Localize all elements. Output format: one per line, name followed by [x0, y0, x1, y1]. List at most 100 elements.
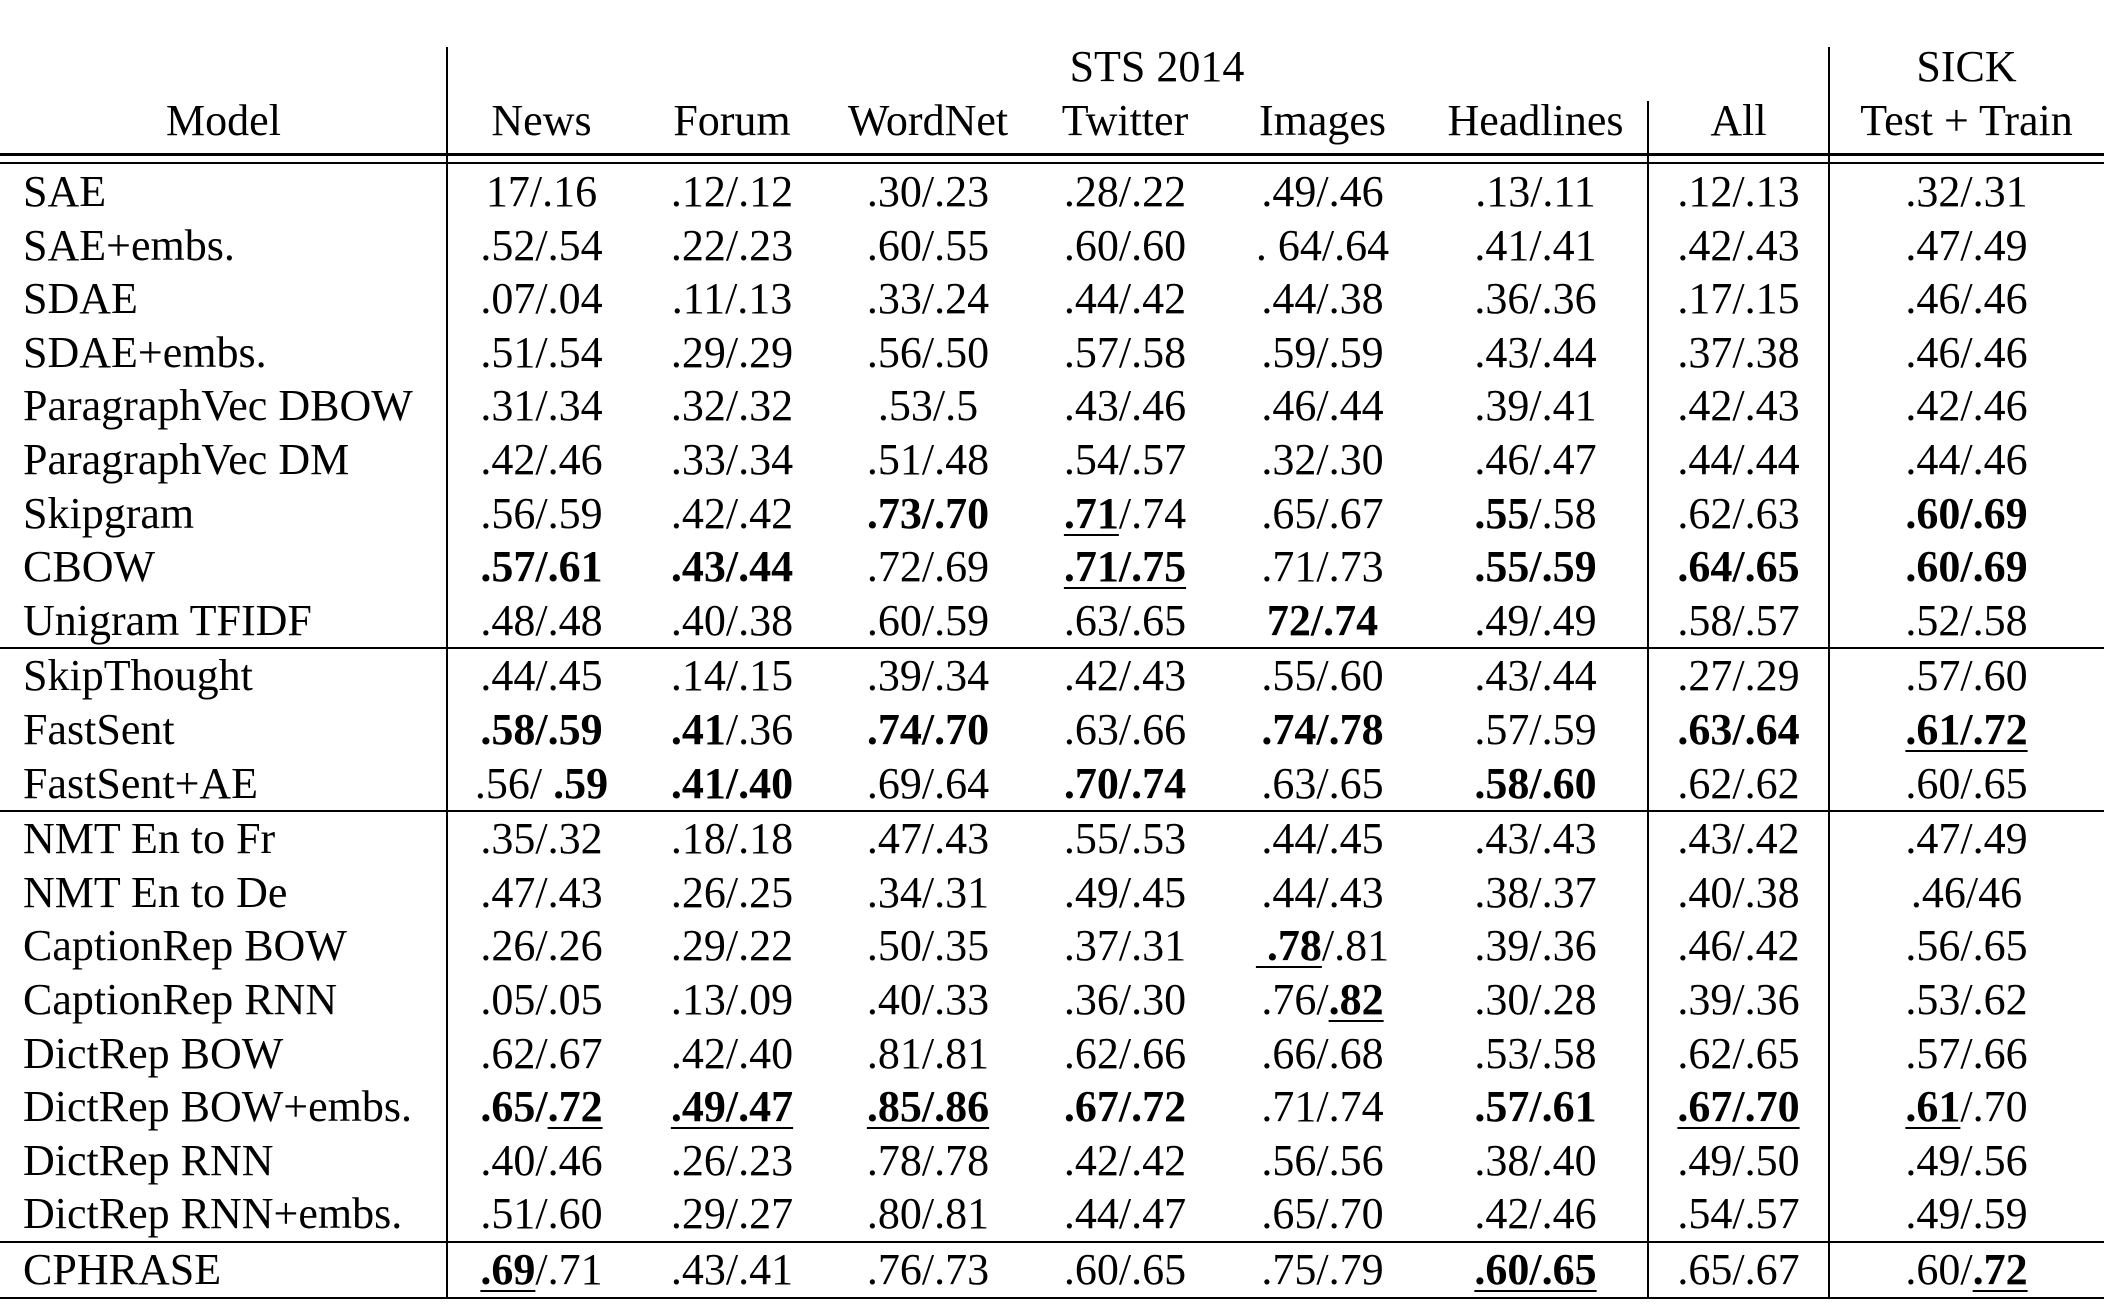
table-row: SkipThought .44/.45 .14/.15 .39/.34 .42/.43.… — [0, 649, 2104, 703]
table-cell-images: .59/.59 — [1261, 327, 1384, 377]
best-score-bold: .59 — [553, 758, 609, 808]
best-score-bold: .57/.61 — [480, 542, 603, 592]
table-cell-news: .62/.67 — [480, 1028, 603, 1078]
group-separator-rule — [0, 1241, 2104, 1243]
table-cell-twitter: .44/.47 — [1063, 1189, 1187, 1239]
best-score-underlined: .78 — [1255, 921, 1322, 971]
table-cell-images: .49/.46 — [1261, 167, 1384, 216]
table-cell-sick-test-train: .46/.46 — [1905, 327, 2028, 377]
table-cell-images: .75/.79 — [1261, 1245, 1384, 1294]
table-cell-sick-test-train: .32/.31 — [1905, 167, 2028, 216]
best-score-bold: .58/.60 — [1474, 758, 1597, 808]
table-row: DictRep RNN .40/.46 .26/.23 .78/.78 .42/.42.… — [0, 1134, 2104, 1188]
table-cell-news: .35/.32 — [480, 814, 603, 864]
table-cell-wordnet: .40/.33 — [866, 975, 990, 1024]
table-cell-news: 17/.16 — [485, 167, 598, 216]
table-cell-news: .26/.26 — [480, 921, 603, 971]
table-cell-headlines: .36/.36 — [1474, 274, 1597, 324]
row-label-model: SAE — [23, 167, 107, 216]
best-score-underlined: .71 — [1063, 488, 1119, 538]
table-cell-news: .44/.45 — [480, 651, 603, 701]
table-cell-all: .43/.42 — [1677, 814, 1800, 864]
row-label-model: SkipThought — [23, 651, 253, 701]
table-cell-headlines: .53/.58 — [1474, 1028, 1597, 1078]
table-cell-forum: .22/.23 — [670, 220, 794, 270]
table-cell-twitter: .44/.42 — [1063, 274, 1187, 324]
table-cell-forum: .40/.38 — [670, 595, 794, 645]
table-cell-wordnet: .73/.70 — [828, 487, 1028, 541]
table-cell-twitter: .70/.74 — [1028, 757, 1222, 811]
row-label-model: DictRep RNN — [23, 1135, 274, 1185]
table-cell-headlines: .43/.43 — [1474, 814, 1597, 864]
table-cell-forum: .49/.47 — [636, 1080, 828, 1134]
table-cell-images: .76/.82 — [1222, 973, 1423, 1027]
table-cell-sick-test-train: .49/.59 — [1905, 1189, 2028, 1239]
table-cell-forum: .29/.27 — [670, 1189, 794, 1239]
best-score-underlined: .61/.72 — [1905, 705, 2028, 754]
column-header-model: Model — [166, 96, 281, 145]
row-label-model: SAE+embs. — [23, 220, 235, 270]
column-divider — [446, 47, 448, 1299]
table-cell-images: .71/.74 — [1261, 1082, 1384, 1132]
table-cell-sick-test-train: .57/.60 — [1905, 651, 2028, 701]
best-score-bold: .63/.64 — [1677, 705, 1800, 754]
table-cell-news: .51/.60 — [480, 1189, 603, 1239]
table-cell-twitter: .71/.75 — [1028, 540, 1222, 594]
row-label-model: DictRep RNN+embs. — [23, 1189, 403, 1239]
row-label-model: CBOW — [23, 542, 155, 592]
row-label-model: CPHRASE — [23, 1245, 222, 1294]
row-label-model: NMT En to Fr — [23, 814, 276, 864]
table-cell-news: .65/.72 — [447, 1080, 636, 1134]
table-cell-all: .46/.42 — [1677, 921, 1800, 971]
best-score-bold: .65/ — [480, 1082, 548, 1132]
table-row: CaptionRep RNN .05/.05 .13/.09 .40/.33 .36/.… — [0, 973, 2104, 1027]
row-label-model: CaptionRep BOW — [23, 921, 347, 971]
table-row: FastSent .58/.59 .41/.36 .74/.70 .63/.66 .74/… — [0, 703, 2104, 757]
table-row: ParagraphVec DM .42/.46 .33/.34 .51/.48 .54/… — [0, 433, 2104, 487]
table-cell-news: .05/.05 — [480, 975, 603, 1024]
row-label-model: NMT En to De — [23, 867, 288, 917]
table-cell-wordnet: .85/.86 — [828, 1080, 1028, 1134]
table-cell-news: .69/.71 — [447, 1243, 636, 1297]
table-cell-news: .07/.04 — [480, 274, 603, 324]
table-cell-images: .74/.78 — [1222, 703, 1423, 757]
table-cell-wordnet: .51/.48 — [866, 435, 990, 484]
table-cell-images: .78/.81 — [1222, 919, 1423, 973]
table-cell-sick-test-train: .60/.65 — [1905, 758, 2028, 808]
best-score-bold: .67/.72 — [1063, 1082, 1187, 1132]
table-cell-forum: .32/.32 — [670, 381, 794, 431]
table-cell-wordnet: .34/.31 — [866, 867, 990, 917]
table-cell-wordnet: .78/.78 — [866, 1135, 990, 1185]
table-cell-headlines: .41/.41 — [1474, 220, 1597, 270]
table-row: SAE+embs. .52/.54 .22/.23 .60/.55 .60/.60 . 6… — [0, 219, 2104, 273]
best-score-bold: .73/.70 — [866, 488, 990, 538]
table-cell-headlines: .38/.37 — [1474, 867, 1597, 917]
column-divider — [1828, 47, 1830, 1299]
table-cell-wordnet: .47/.43 — [866, 814, 990, 864]
table-cell-all: .42/.43 — [1677, 381, 1800, 431]
table-cell-twitter: .62/.66 — [1063, 1028, 1187, 1078]
table-cell-all: .42/.43 — [1677, 220, 1800, 270]
row-label-model: Unigram TFIDF — [23, 595, 312, 645]
best-score-underlined: .49/.47 — [670, 1082, 794, 1132]
row-label-model: DictRep BOW — [23, 1028, 284, 1078]
best-score-underlined: .61 — [1905, 1082, 1961, 1132]
table-cell-all: .54/.57 — [1677, 1189, 1800, 1239]
table-cell-wordnet: .60/.55 — [866, 220, 990, 270]
table-cell-wordnet: .72/.69 — [866, 542, 990, 592]
table-cell-twitter: .71/.74 — [1028, 487, 1222, 541]
best-score-underlined: .67/.70 — [1677, 1082, 1800, 1132]
table-cell-sick-test-train: .60/.69 — [1829, 540, 2104, 594]
table-cell-news: .56/.59 — [480, 488, 603, 538]
best-score-bold: .55 — [1474, 488, 1530, 538]
table-row: SDAE+embs. .51/.54 .29/.29 .56/.50 .57/.58 .5… — [0, 326, 2104, 380]
table-cell-twitter: .60/.65 — [1063, 1245, 1187, 1294]
column-header-headlines: Headlines — [1447, 96, 1624, 145]
cell-value-segment: /.74 — [1118, 488, 1187, 538]
table-cell-all: .17/.15 — [1677, 274, 1800, 324]
table-cell-wordnet: .69/.64 — [866, 758, 990, 808]
column-header-images: Images — [1258, 96, 1387, 145]
table-cell-forum: .13/.09 — [670, 975, 794, 1024]
table-cell-wordnet: .74/.70 — [828, 703, 1028, 757]
table-cell-images: 72/.74 — [1222, 594, 1423, 648]
